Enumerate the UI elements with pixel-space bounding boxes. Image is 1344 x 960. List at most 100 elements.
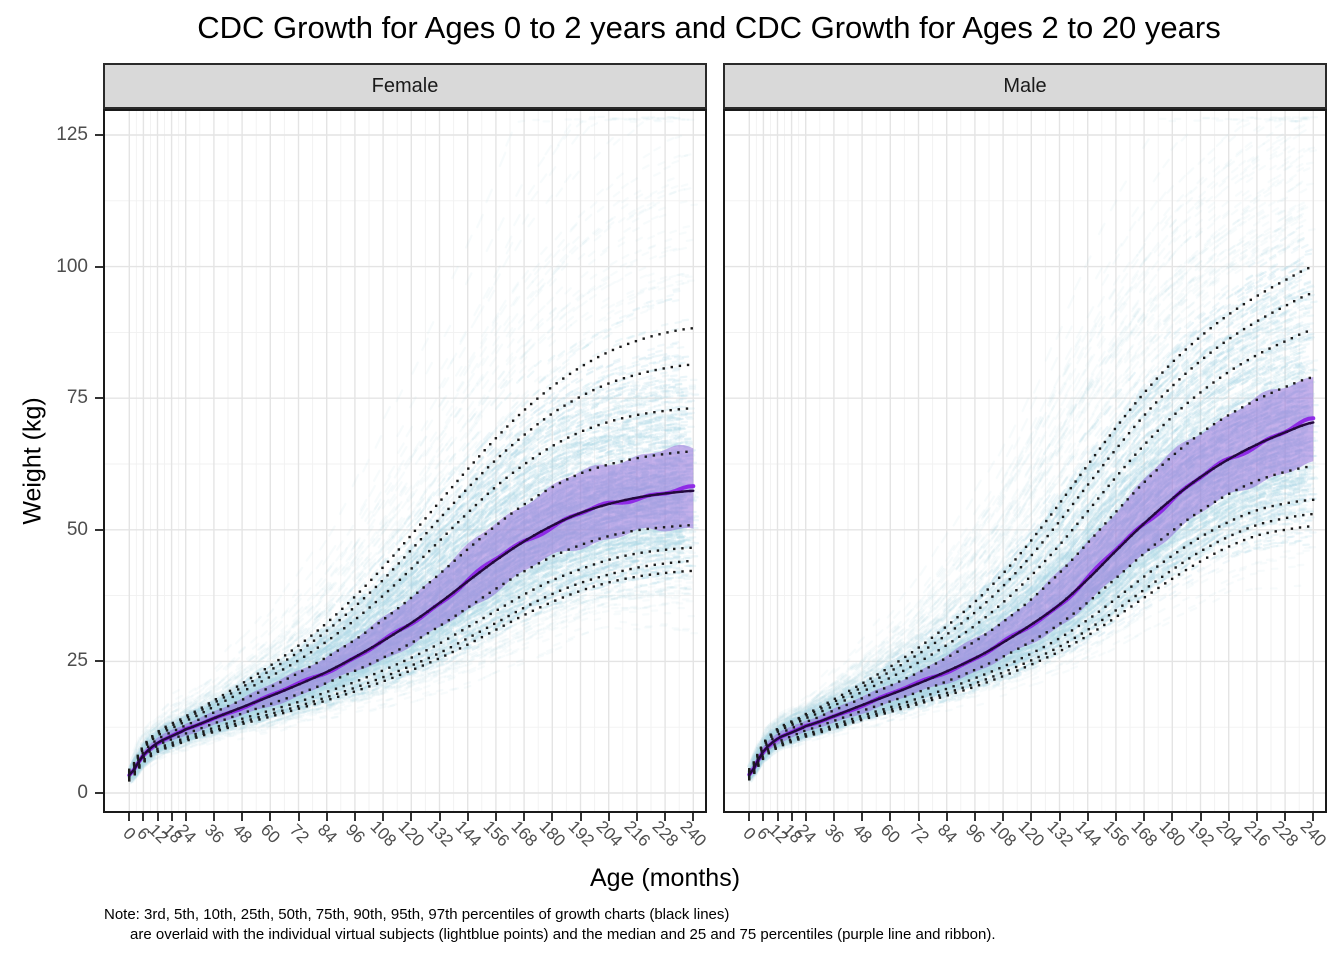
x-tick-mark-male-144 bbox=[1086, 813, 1089, 821]
x-tick-label-female-72: 72 bbox=[285, 820, 313, 848]
x-tick-mark-female-180 bbox=[551, 813, 554, 821]
y-axis-title: Weight (kg) bbox=[18, 397, 47, 525]
x-tick-label-male-192: 192 bbox=[1184, 816, 1218, 851]
x-tick-label-male-132: 132 bbox=[1043, 816, 1077, 851]
y-tick-mark-75 bbox=[95, 397, 103, 400]
x-tick-mark-male-60 bbox=[889, 813, 892, 821]
facet-strip-male-label: Male bbox=[1003, 74, 1047, 97]
x-tick-mark-male-228 bbox=[1284, 813, 1287, 821]
x-tick-label-male-240: 240 bbox=[1296, 816, 1331, 851]
x-tick-label-female-144: 144 bbox=[451, 816, 485, 851]
x-tick-label-male-48: 48 bbox=[849, 820, 876, 848]
y-tick-label-100: 100 bbox=[56, 255, 88, 277]
x-tick-mark-male-48 bbox=[861, 813, 864, 821]
x-tick-mark-male-36 bbox=[832, 813, 835, 821]
x-tick-mark-female-96 bbox=[353, 813, 356, 821]
x-tick-label-female-84: 84 bbox=[313, 820, 341, 848]
x-tick-mark-female-132 bbox=[438, 813, 441, 821]
x-tick-mark-female-12 bbox=[156, 813, 159, 821]
y-tick-mark-125 bbox=[95, 134, 103, 136]
x-axis-title: Age (months) bbox=[589, 864, 741, 892]
x-tick-mark-male-156 bbox=[1114, 813, 1117, 821]
x-tick-label-male-228: 228 bbox=[1268, 816, 1303, 851]
x-tick-mark-female-216 bbox=[635, 813, 638, 821]
x-tick-mark-female-120 bbox=[410, 813, 413, 821]
x-tick-label-male-84: 84 bbox=[933, 820, 961, 848]
x-tick-mark-female-18 bbox=[170, 813, 173, 821]
x-tick-mark-female-108 bbox=[382, 813, 385, 821]
x-tick-label-male-96: 96 bbox=[961, 820, 989, 848]
y-tick-mark-100 bbox=[95, 265, 103, 268]
y-tick-label-75: 75 bbox=[66, 387, 88, 409]
plot-panel-male bbox=[723, 109, 1327, 813]
x-tick-mark-male-0 bbox=[748, 813, 751, 821]
x-tick-mark-female-84 bbox=[325, 813, 328, 821]
x-tick-label-male-204: 204 bbox=[1212, 816, 1246, 851]
x-tick-label-female-156: 156 bbox=[479, 816, 513, 851]
x-tick-mark-female-24 bbox=[184, 813, 187, 821]
x-tick-mark-female-144 bbox=[466, 813, 469, 821]
x-tick-mark-male-6 bbox=[762, 813, 765, 821]
x-tick-label-male-168: 168 bbox=[1127, 816, 1162, 851]
x-tick-mark-male-168 bbox=[1143, 813, 1146, 821]
chart-title: CDC Growth for Ages 0 to 2 years and CDC… bbox=[197, 10, 1221, 45]
x-tick-label-female-60: 60 bbox=[257, 820, 285, 848]
facet-strip-male: Male bbox=[723, 63, 1327, 109]
x-tick-label-male-36: 36 bbox=[820, 820, 848, 848]
x-tick-mark-male-180 bbox=[1171, 813, 1174, 821]
plot-canvas-female bbox=[103, 109, 707, 813]
x-tick-label-male-60: 60 bbox=[877, 820, 905, 848]
x-tick-mark-male-120 bbox=[1030, 813, 1033, 821]
x-tick-label-male-108: 108 bbox=[986, 816, 1021, 851]
x-tick-mark-male-18 bbox=[790, 813, 793, 821]
x-tick-mark-male-132 bbox=[1058, 813, 1061, 821]
footnote-line-1: Note: 3rd, 5th, 10th, 25th, 50th, 75th, … bbox=[104, 906, 730, 923]
x-tick-label-male-216: 216 bbox=[1240, 816, 1274, 851]
x-tick-mark-male-216 bbox=[1255, 813, 1258, 821]
x-tick-label-female-216: 216 bbox=[620, 816, 654, 851]
x-tick-label-male-120: 120 bbox=[1014, 816, 1049, 851]
x-tick-label-female-36: 36 bbox=[200, 820, 228, 848]
facet-strip-female: Female bbox=[103, 63, 707, 109]
y-tick-mark-25 bbox=[95, 660, 103, 663]
x-tick-label-female-120: 120 bbox=[394, 816, 429, 851]
x-tick-mark-female-240 bbox=[692, 813, 695, 821]
x-tick-label-female-180: 180 bbox=[535, 816, 570, 851]
x-tick-mark-female-204 bbox=[607, 813, 610, 821]
x-tick-label-female-192: 192 bbox=[564, 816, 598, 851]
x-tick-mark-female-6 bbox=[142, 813, 145, 821]
x-tick-mark-male-12 bbox=[776, 813, 779, 821]
x-tick-mark-female-36 bbox=[212, 813, 215, 821]
x-tick-mark-male-204 bbox=[1227, 813, 1230, 821]
x-tick-label-female-240: 240 bbox=[676, 816, 711, 851]
y-tick-label-25: 25 bbox=[66, 650, 88, 672]
y-tick-mark-50 bbox=[95, 528, 103, 531]
y-tick-label-50: 50 bbox=[66, 518, 88, 540]
x-tick-mark-male-108 bbox=[1002, 813, 1005, 821]
x-tick-label-male-144: 144 bbox=[1071, 816, 1105, 851]
y-tick-label-125: 125 bbox=[56, 124, 88, 145]
x-tick-mark-female-156 bbox=[494, 813, 497, 821]
y-tick-label-0: 0 bbox=[77, 782, 88, 803]
x-tick-label-male-156: 156 bbox=[1099, 816, 1133, 851]
x-tick-mark-male-84 bbox=[945, 813, 948, 821]
x-tick-mark-female-192 bbox=[579, 813, 582, 821]
x-tick-label-female-96: 96 bbox=[341, 820, 369, 848]
x-tick-label-female-168: 168 bbox=[507, 816, 542, 851]
x-tick-mark-female-48 bbox=[241, 813, 244, 821]
x-tick-label-female-228: 228 bbox=[648, 816, 683, 851]
x-tick-mark-male-24 bbox=[804, 813, 807, 821]
x-tick-mark-female-60 bbox=[269, 813, 272, 821]
plot-canvas-male bbox=[723, 109, 1327, 813]
x-tick-label-female-204: 204 bbox=[592, 816, 626, 851]
y-tick-mark-0 bbox=[95, 792, 103, 794]
x-tick-label-male-72: 72 bbox=[905, 820, 933, 848]
x-tick-mark-female-168 bbox=[523, 813, 526, 821]
x-tick-mark-male-96 bbox=[973, 813, 976, 821]
x-tick-label-female-48: 48 bbox=[229, 820, 256, 848]
x-tick-mark-female-228 bbox=[664, 813, 667, 821]
x-tick-mark-female-0 bbox=[128, 813, 131, 821]
x-tick-label-female-108: 108 bbox=[366, 816, 401, 851]
x-tick-mark-male-240 bbox=[1312, 813, 1315, 821]
